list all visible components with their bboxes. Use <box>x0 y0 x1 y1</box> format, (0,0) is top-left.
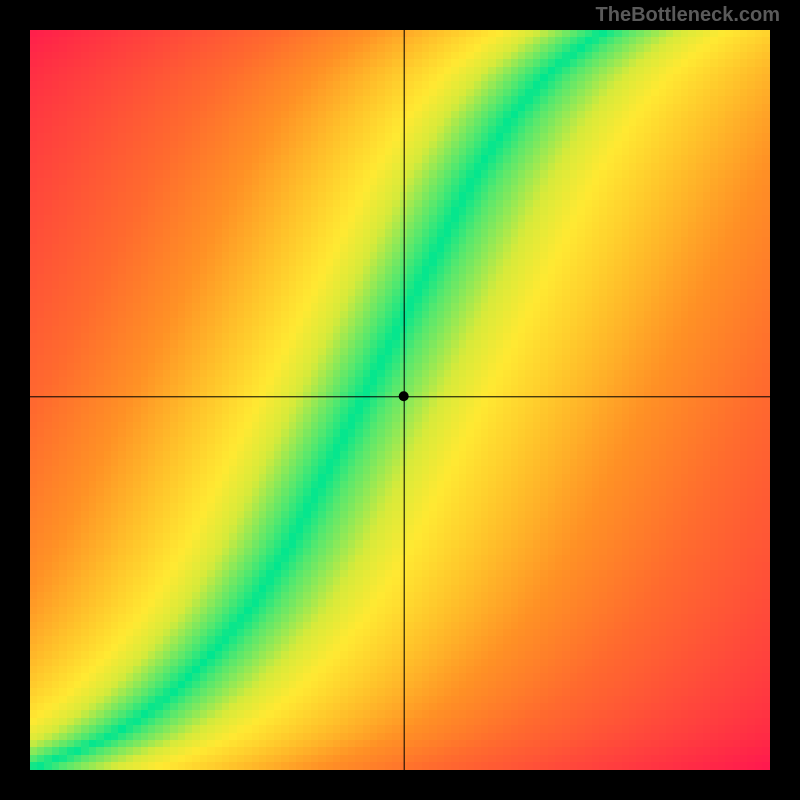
watermark-text: TheBottleneck.com <box>596 4 780 27</box>
heatmap-canvas <box>30 30 770 770</box>
heatmap-plot <box>30 30 770 770</box>
